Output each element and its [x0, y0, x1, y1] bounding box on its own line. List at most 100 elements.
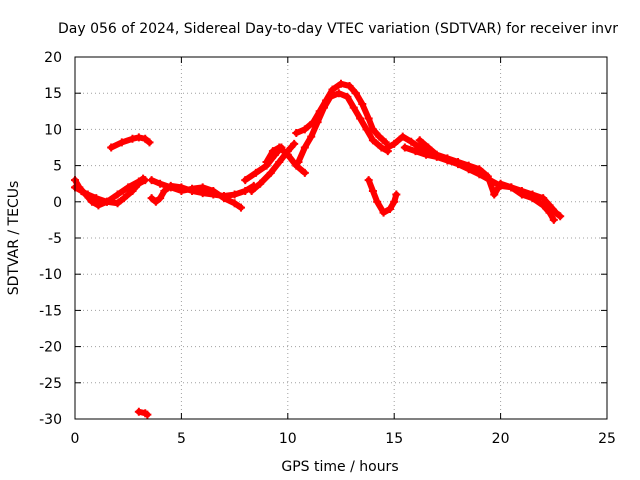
data-point	[292, 129, 301, 138]
data-point	[507, 183, 516, 192]
y-tick-label: -20	[39, 340, 62, 356]
series-track-f	[147, 176, 245, 212]
series-track-k	[294, 89, 392, 166]
data-point	[283, 150, 292, 159]
data-point	[145, 138, 154, 147]
data-point	[398, 132, 407, 141]
data-point	[385, 205, 394, 214]
data-point	[156, 194, 165, 203]
data-point	[117, 138, 126, 147]
data-point	[539, 194, 548, 203]
y-tick-label: 5	[53, 159, 62, 175]
y-tick-label: -15	[39, 303, 62, 319]
data-point	[328, 85, 337, 94]
plot-frame	[74, 56, 608, 420]
data-point	[364, 114, 373, 123]
data-point	[390, 139, 399, 148]
data-point	[539, 201, 548, 210]
data-point	[124, 183, 133, 192]
data-point	[300, 125, 309, 134]
data-point	[383, 143, 392, 152]
chart-title: Day 056 of 2024, Sidereal Day-to-day VTE…	[58, 21, 618, 37]
data-point	[139, 174, 148, 183]
data-point	[113, 199, 122, 208]
data-point	[375, 132, 384, 141]
data-points	[71, 79, 565, 419]
data-point	[119, 194, 128, 203]
data-point	[75, 183, 84, 192]
data-point	[528, 194, 537, 203]
series-band	[263, 144, 308, 176]
x-tick-label: 5	[177, 431, 186, 447]
data-point	[177, 186, 186, 195]
data-point	[275, 143, 284, 152]
y-tick-label: 20	[44, 50, 62, 66]
data-point	[545, 208, 554, 217]
x-tick-label: 20	[492, 431, 510, 447]
data-point	[230, 199, 239, 208]
data-point	[313, 118, 322, 127]
data-point	[230, 190, 239, 199]
data-point	[464, 165, 473, 174]
data-point	[241, 176, 250, 185]
data-point	[517, 190, 526, 199]
y-tick-label: 10	[44, 122, 62, 138]
data-point	[475, 170, 484, 179]
data-point	[454, 160, 463, 169]
x-tick-label: 10	[279, 431, 297, 447]
data-point	[407, 137, 416, 146]
data-point	[424, 143, 433, 152]
series-track-l	[364, 176, 401, 217]
series-track-c	[107, 133, 154, 152]
data-point	[81, 190, 90, 199]
series-band	[72, 175, 147, 209]
data-point	[326, 92, 335, 101]
data-point	[290, 139, 299, 148]
data-point	[364, 176, 373, 185]
data-point	[319, 103, 328, 112]
grid-lines	[75, 57, 607, 419]
data-point	[392, 190, 401, 199]
data-point	[266, 168, 275, 177]
data-point	[134, 407, 143, 416]
data-point	[343, 92, 352, 101]
data-point	[358, 100, 367, 109]
data-point	[368, 186, 377, 195]
data-point	[556, 212, 565, 221]
data-point	[268, 147, 277, 156]
data-point	[381, 138, 390, 147]
data-point	[156, 179, 165, 188]
data-point	[349, 103, 358, 112]
data-point	[334, 89, 343, 98]
data-point	[188, 184, 197, 193]
data-point	[134, 133, 143, 142]
data-point	[400, 143, 409, 152]
data-point	[262, 157, 271, 166]
data-point	[198, 183, 207, 192]
data-point	[373, 197, 382, 206]
data-point	[379, 208, 388, 217]
y-tick-label: -5	[48, 231, 62, 247]
data-point	[88, 197, 97, 206]
data-point	[362, 125, 371, 134]
x-tick-label: 15	[385, 431, 403, 447]
data-point	[485, 176, 494, 185]
data-point	[496, 181, 505, 190]
series-track-d	[134, 407, 152, 419]
data-point	[411, 147, 420, 156]
series-band	[295, 90, 391, 165]
data-point	[134, 177, 143, 186]
data-point	[490, 190, 499, 199]
series-track-i	[262, 143, 309, 177]
series-band	[148, 177, 244, 211]
y-axis-label: SDTVAR / TECUs	[6, 181, 22, 296]
data-point	[251, 168, 260, 177]
y-tick-label: -10	[39, 267, 62, 283]
series-track-b	[71, 174, 148, 210]
data-point	[94, 201, 103, 210]
tick-labels: 0 5 10 15 20 25 -30 -25 -20 -15 -10 -5 0 5 10 15 20	[39, 50, 616, 447]
data-point	[300, 168, 309, 177]
data-point	[128, 134, 137, 143]
data-point	[113, 190, 122, 199]
